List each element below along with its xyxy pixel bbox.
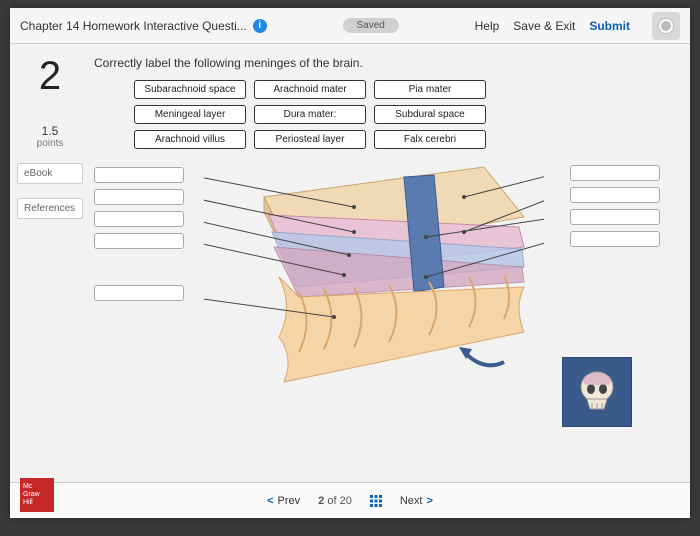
chevron-right-icon: > [426, 495, 432, 507]
help-link[interactable]: Help [475, 19, 500, 33]
main-panel: Correctly label the following meninges o… [90, 44, 690, 482]
skull-inset [562, 357, 632, 427]
drop-slot[interactable] [94, 189, 184, 205]
drop-slots-left [94, 167, 184, 301]
drag-label[interactable]: Arachnoid mater [254, 80, 366, 99]
points-value: 1.5 [37, 124, 64, 138]
settings-button[interactable] [652, 12, 680, 40]
label-row-2: Meningeal layer Dura mater: Subdural spa… [94, 105, 672, 124]
skull-icon [572, 367, 622, 417]
drop-slot[interactable] [94, 233, 184, 249]
chevron-left-icon: < [267, 495, 273, 507]
drag-label[interactable]: Subdural space [374, 105, 486, 124]
grid-icon[interactable] [370, 495, 382, 507]
points-block: 1.5 points [37, 124, 64, 149]
left-column: 2 1.5 points eBook References [10, 44, 90, 482]
drop-slot[interactable] [94, 167, 184, 183]
drop-slots-right [570, 165, 660, 247]
next-button[interactable]: Next > [400, 495, 433, 507]
footer-bar: Mc Graw Hill < Prev 2 of 20 Next > [10, 482, 690, 518]
content-area: 2 1.5 points eBook References Correctly … [10, 44, 690, 482]
top-actions: Help Save & Exit Submit [475, 12, 680, 40]
drop-slot[interactable] [570, 209, 660, 225]
drop-slot[interactable] [570, 165, 660, 181]
top-bar: Chapter 14 Homework Interactive Questi..… [10, 8, 690, 44]
drop-slot[interactable] [94, 211, 184, 227]
assignment-title-wrap: Chapter 14 Homework Interactive Questi..… [20, 19, 267, 33]
references-link[interactable]: References [17, 198, 83, 219]
meninges-diagram [204, 157, 544, 417]
drop-slot[interactable] [94, 285, 184, 301]
prev-label: Prev [278, 495, 301, 507]
assignment-title: Chapter 14 Homework Interactive Questi..… [20, 19, 247, 33]
page-of: of [327, 495, 336, 507]
logo-line: Mc [23, 483, 51, 491]
logo-line: Graw [23, 491, 51, 499]
prev-button[interactable]: < Prev [267, 495, 300, 507]
topbar-center: Saved [267, 18, 475, 33]
drag-label[interactable]: Meningeal layer [134, 105, 246, 124]
page-total: 20 [340, 495, 352, 507]
label-row-3: Arachnoid villus Periosteal layer Falx c… [94, 130, 672, 149]
app-window: Chapter 14 Homework Interactive Questi..… [10, 8, 690, 518]
drop-slot[interactable] [570, 187, 660, 203]
info-icon[interactable]: i [253, 19, 267, 33]
drag-label[interactable]: Periosteal layer [254, 130, 366, 149]
drag-label[interactable]: Arachnoid villus [134, 130, 246, 149]
drag-label[interactable]: Falx cerebri [374, 130, 486, 149]
label-row-1: Subarachnoid space Arachnoid mater Pia m… [94, 80, 672, 99]
drag-label[interactable]: Pia mater [374, 80, 486, 99]
drag-label[interactable]: Subarachnoid space [134, 80, 246, 99]
logo-line: Hill [23, 499, 51, 507]
diagram-area [94, 157, 672, 457]
next-label: Next [400, 495, 423, 507]
save-exit-link[interactable]: Save & Exit [513, 19, 575, 33]
settings-icon [659, 19, 673, 33]
publisher-logo: Mc Graw Hill [20, 478, 54, 512]
ebook-link[interactable]: eBook [17, 163, 83, 184]
points-label: points [37, 138, 64, 149]
drop-slot[interactable] [570, 231, 660, 247]
question-prompt: Correctly label the following meninges o… [94, 56, 672, 70]
page-current: 2 [318, 495, 324, 507]
saved-indicator: Saved [343, 18, 399, 33]
drag-label[interactable]: Dura mater: [254, 105, 366, 124]
submit-button[interactable]: Submit [589, 19, 630, 33]
question-number: 2 [39, 56, 61, 96]
page-indicator: 2 of 20 [318, 495, 352, 507]
